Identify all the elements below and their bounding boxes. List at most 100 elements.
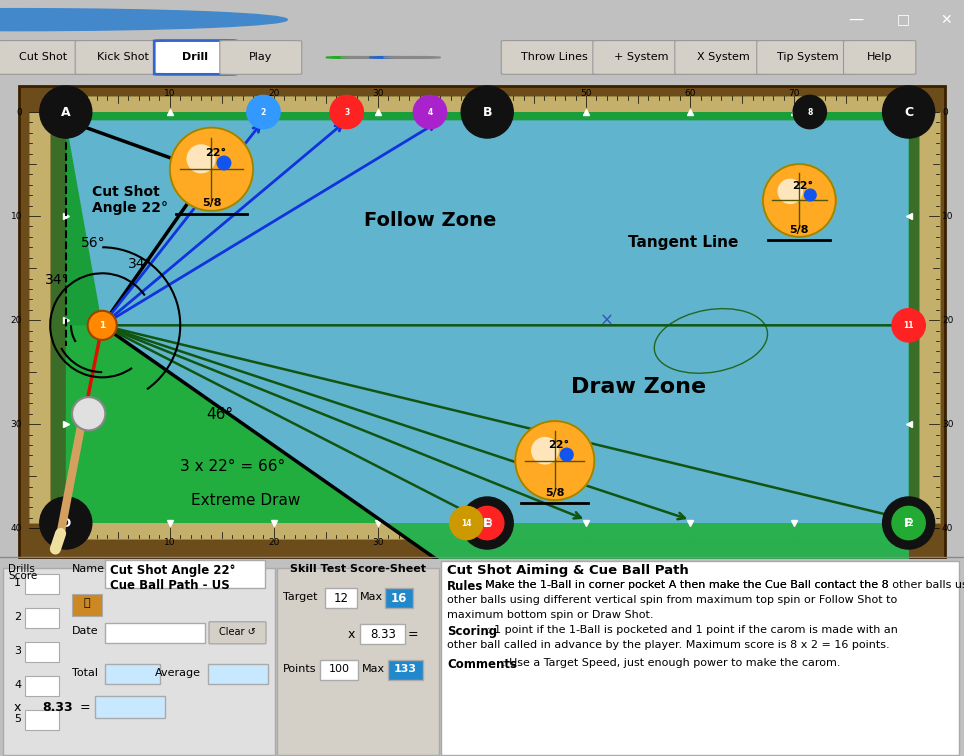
Text: ×: × — [600, 311, 614, 330]
Circle shape — [326, 57, 368, 58]
Text: Play: Play — [249, 52, 273, 63]
FancyBboxPatch shape — [675, 41, 771, 74]
Text: : 1 point if the 1-Ball is pocketed and 1 point if the carom is made with an: : 1 point if the 1-Ball is pocketed and … — [487, 624, 897, 635]
Text: Skill Test Score-Sheet: Skill Test Score-Sheet — [290, 564, 426, 574]
Bar — [208, 664, 268, 684]
Text: Follow Zone: Follow Zone — [363, 212, 496, 231]
Circle shape — [186, 144, 216, 173]
Text: 1: 1 — [14, 578, 21, 587]
FancyBboxPatch shape — [844, 41, 916, 74]
Text: : Make the 1-Ball in corner pocket A then make the Cue Ball contact the 8 other : : Make the 1-Ball in corner pocket A the… — [478, 580, 964, 590]
Text: □: □ — [897, 13, 910, 26]
FancyBboxPatch shape — [593, 41, 689, 74]
Text: ✕: ✕ — [940, 13, 951, 26]
Circle shape — [470, 507, 504, 540]
Text: Target: Target — [283, 592, 317, 602]
Text: —: — — [848, 12, 864, 27]
Circle shape — [170, 128, 254, 211]
Text: 3: 3 — [344, 107, 349, 116]
Text: 14: 14 — [461, 519, 471, 528]
Bar — [360, 624, 405, 644]
Text: 30: 30 — [942, 420, 953, 429]
Text: x: x — [348, 627, 356, 641]
Circle shape — [461, 86, 513, 138]
Text: 22°: 22° — [549, 440, 570, 450]
FancyBboxPatch shape — [501, 41, 607, 74]
Text: maximum bottom spin or Draw Shot.: maximum bottom spin or Draw Shot. — [447, 610, 654, 620]
Bar — [66, 518, 909, 538]
Circle shape — [778, 178, 803, 204]
Circle shape — [40, 497, 92, 549]
Text: Comments: Comments — [447, 658, 517, 671]
Text: Kick Shot: Kick Shot — [97, 52, 149, 63]
Text: Cut Shot Angle 22°: Cut Shot Angle 22° — [110, 564, 235, 577]
Text: 40: 40 — [11, 524, 22, 533]
Text: =: = — [80, 701, 91, 714]
Bar — [95, 696, 165, 718]
Text: C: C — [904, 106, 913, 119]
Text: Max: Max — [362, 664, 386, 674]
Text: + System: + System — [614, 52, 668, 63]
Text: 50: 50 — [580, 538, 592, 547]
Circle shape — [892, 308, 925, 342]
Text: 30: 30 — [372, 538, 384, 547]
Text: E: E — [483, 516, 492, 529]
Circle shape — [330, 95, 363, 129]
Text: Cut Shot: Cut Shot — [19, 52, 67, 63]
Text: 5: 5 — [14, 714, 21, 724]
Text: 80: 80 — [893, 89, 904, 98]
Bar — [320, 660, 358, 680]
FancyBboxPatch shape — [3, 568, 275, 755]
Text: 4: 4 — [14, 680, 21, 690]
Circle shape — [340, 57, 383, 58]
Text: 70: 70 — [789, 89, 800, 98]
Circle shape — [369, 57, 412, 58]
Text: other ball called in advance by the player. Maximum score is 8 x 2 = 16 points.: other ball called in advance by the play… — [447, 640, 890, 650]
Text: 🎱: 🎱 — [84, 598, 91, 608]
Text: 4: 4 — [427, 107, 433, 116]
Text: 10: 10 — [164, 538, 175, 547]
Bar — [919, 112, 940, 523]
Text: 8.33: 8.33 — [370, 627, 396, 641]
Text: Drills: Drills — [8, 564, 35, 574]
Text: X System: X System — [697, 52, 749, 63]
Text: 12: 12 — [903, 519, 914, 528]
Circle shape — [217, 156, 231, 171]
Text: Name: Name — [72, 564, 105, 574]
Text: Rules: Rules — [447, 580, 483, 593]
Circle shape — [461, 497, 513, 549]
Text: Draw Zone: Draw Zone — [571, 377, 706, 397]
Text: B: B — [482, 106, 492, 119]
FancyBboxPatch shape — [209, 621, 266, 644]
Text: 133: 133 — [393, 664, 416, 674]
Bar — [72, 593, 102, 615]
Circle shape — [531, 437, 559, 464]
Text: 16: 16 — [390, 592, 407, 605]
Text: 0: 0 — [16, 107, 22, 116]
Circle shape — [883, 497, 935, 549]
Text: PoolShot - www.PoolShot.org: PoolShot - www.PoolShot.org — [34, 13, 202, 26]
Text: 8.33: 8.33 — [42, 701, 72, 714]
Text: 20: 20 — [942, 315, 953, 324]
Text: : Make the 1-Ball in corner pocket A then make the Cue Ball contact the 8: : Make the 1-Ball in corner pocket A the… — [478, 580, 889, 590]
Text: 22°: 22° — [792, 181, 814, 191]
Text: : Use a Target Speed, just enough power to make the carom.: : Use a Target Speed, just enough power … — [502, 658, 841, 668]
FancyBboxPatch shape — [277, 568, 439, 755]
Text: 40: 40 — [476, 89, 488, 98]
Bar — [50, 112, 924, 534]
Text: Drill: Drill — [182, 52, 208, 63]
Text: Cut Shot Aiming & Cue Ball Path: Cut Shot Aiming & Cue Ball Path — [447, 564, 688, 577]
Circle shape — [88, 311, 117, 340]
Circle shape — [247, 95, 281, 129]
Bar — [105, 559, 265, 587]
Text: Clear ↺: Clear ↺ — [219, 627, 255, 637]
Circle shape — [0, 8, 287, 31]
Text: 1: 1 — [99, 321, 105, 330]
Text: Total: Total — [72, 668, 98, 678]
FancyBboxPatch shape — [220, 41, 302, 74]
Text: F: F — [904, 516, 913, 529]
Bar — [25, 574, 59, 593]
Text: 10: 10 — [164, 89, 175, 98]
Text: 22°: 22° — [205, 147, 227, 157]
Text: 0: 0 — [63, 538, 68, 547]
